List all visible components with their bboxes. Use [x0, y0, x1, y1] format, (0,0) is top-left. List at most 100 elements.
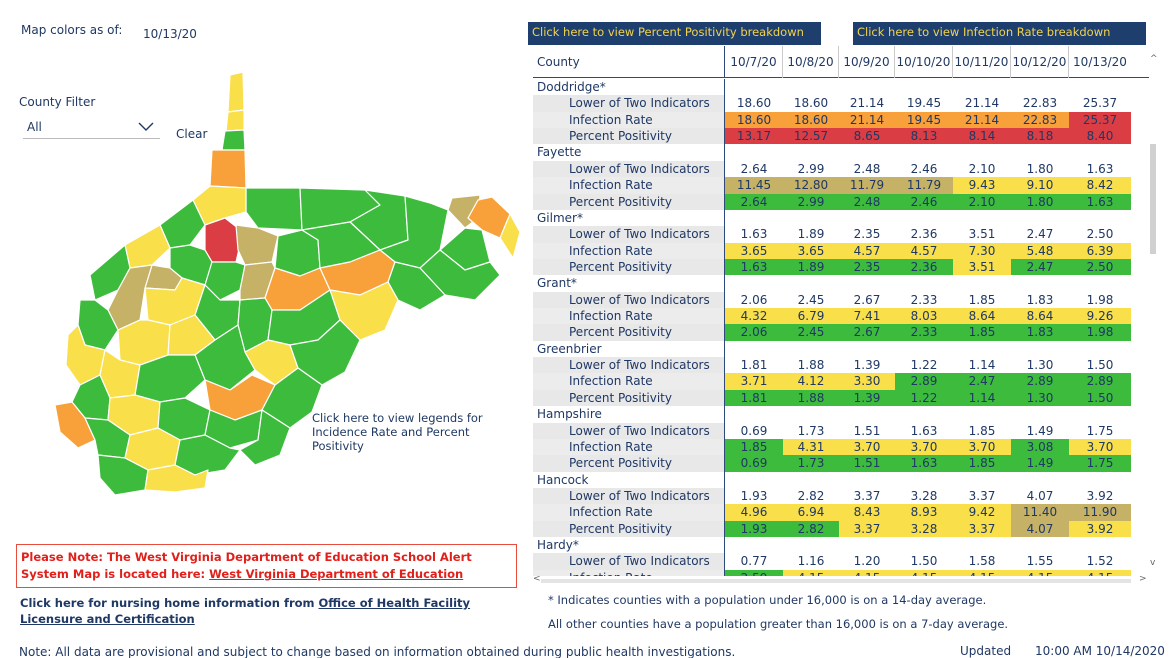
metric-label: Percent Positivity	[533, 389, 725, 407]
table-cell: 7.41	[839, 308, 895, 325]
table-cell: 2.50	[1069, 258, 1131, 276]
table-cell: 5.48	[1011, 242, 1069, 259]
table-cell: 18.60	[783, 111, 839, 129]
metric-label: Infection Rate	[533, 242, 725, 259]
west-virginia-county-map[interactable]	[0, 60, 530, 505]
scroll-right-icon[interactable]: >	[1139, 574, 1147, 584]
map-county[interactable]	[419, 249, 501, 301]
scroll-down-icon[interactable]: v	[1150, 558, 1156, 568]
footnote-large-counties: All other counties have a population gre…	[548, 617, 1009, 631]
map-county[interactable]	[144, 464, 209, 493]
table-row: Infection Rate 4.32 6.79 7.41 8.03 8.64 8.64 9.…	[533, 308, 1149, 325]
table-cell: 8.03	[895, 308, 953, 325]
table-cell: 1.85	[725, 438, 783, 456]
table-row-county[interactable]: Grant*	[533, 275, 1149, 292]
table-cell: 8.18	[1011, 128, 1069, 145]
table-cell: 2.89	[1069, 373, 1131, 390]
table-cell: 1.22	[895, 389, 953, 407]
table-cell: 3.28	[895, 520, 953, 538]
metric-label: Lower of Two Indicators	[533, 553, 725, 570]
county-name: Hampshire	[533, 406, 725, 423]
wv-education-link[interactable]: West Virginia Department of Education	[209, 567, 464, 581]
table-cell: 8.40	[1069, 128, 1131, 145]
column-header-date[interactable]: 10/10/20	[895, 46, 953, 78]
column-header-date[interactable]: 10/8/20	[783, 46, 839, 78]
table-row: Lower of Two Indicators 0.69 1.73 1.51 1.63 1…	[533, 422, 1149, 439]
column-header-date[interactable]: 10/13/20	[1073, 55, 1127, 69]
table-cell: 3.51	[953, 226, 1011, 243]
table-row-county[interactable]: Fayette	[533, 144, 1149, 161]
map-county[interactable]	[221, 129, 246, 151]
map-county[interactable]	[499, 213, 521, 259]
table-cell: 1.39	[839, 389, 895, 407]
metric-label: Percent Positivity	[533, 520, 725, 538]
table-row-county[interactable]: Greenbrier	[533, 340, 1149, 358]
metric-label: Lower of Two Indicators	[533, 95, 725, 112]
column-header-date[interactable]: 10/12/20	[1011, 46, 1069, 78]
clear-filter-button[interactable]: Clear	[176, 127, 208, 141]
table-cell: 3.37	[839, 520, 895, 538]
table-cell: 1.73	[783, 455, 839, 472]
map-county[interactable]	[227, 71, 245, 113]
metric-label: Infection Rate	[533, 569, 725, 576]
county-filter-dropdown[interactable]: All	[23, 115, 160, 139]
map-county[interactable]	[209, 149, 247, 189]
table-cell: 1.63	[895, 455, 953, 472]
county-name: Gilmer*	[533, 209, 725, 227]
table-cell: 4.12	[783, 373, 839, 390]
table-cell: 1.51	[839, 422, 895, 439]
horizontal-scrollbar[interactable]: < >	[533, 574, 1149, 585]
table-cell: 4.57	[895, 242, 953, 259]
table-row-county[interactable]: Gilmer*	[533, 209, 1149, 227]
table-cell: 8.64	[953, 308, 1011, 325]
scroll-up-icon[interactable]: ^	[1150, 54, 1158, 64]
table-cell: 2.36	[895, 258, 953, 276]
map-county[interactable]	[245, 187, 303, 231]
table-row: Percent Positivity 2.64 2.99 2.48 2.46 2.10 1.…	[533, 193, 1149, 210]
table-cell: 3.51	[953, 258, 1011, 276]
table-row-county[interactable]: Doddridge*	[533, 79, 1149, 96]
map-county[interactable]	[124, 224, 171, 269]
vertical-scroll-thumb[interactable]	[1150, 144, 1156, 254]
map-county[interactable]	[239, 409, 291, 466]
column-header-date[interactable]: 10/11/20	[953, 46, 1011, 78]
metric-label: Percent Positivity	[533, 258, 725, 276]
scroll-left-icon[interactable]: <	[533, 574, 541, 584]
column-header-date[interactable]: 10/9/20	[839, 46, 895, 78]
infection-rate-breakdown-button[interactable]: Click here to view Infection Rate breakd…	[853, 22, 1146, 45]
table-cell: 3.71	[725, 373, 783, 390]
table-cell: 1.85	[953, 291, 1011, 309]
horizontal-scroll-thumb[interactable]	[541, 579, 1131, 583]
table-cell: 3.65	[783, 242, 839, 259]
legend-link[interactable]: Click here to view legends for Incidence…	[312, 411, 483, 453]
table-row-county[interactable]: Hancock	[533, 471, 1149, 488]
table-cell: 8.42	[1069, 177, 1131, 194]
table-cell: 1.63	[895, 422, 953, 439]
metric-label: Lower of Two Indicators	[533, 226, 725, 243]
table-cell: 2.10	[953, 160, 1011, 178]
column-header-county[interactable]: County	[533, 46, 725, 78]
table-cell: 19.45	[895, 111, 953, 129]
column-header-date[interactable]: 10/7/20	[725, 46, 783, 78]
table-cell: 0.69	[725, 422, 783, 439]
health-facility-licensure-link[interactable]: Office of Health Facility Licensure and …	[20, 596, 471, 626]
table-cell: 2.99	[783, 193, 839, 210]
table-cell: 3.28	[895, 487, 953, 505]
map-county[interactable]	[225, 109, 245, 132]
table-cell: 7.30	[953, 242, 1011, 259]
table-row-county[interactable]: Hampshire	[533, 406, 1149, 423]
vertical-scrollbar[interactable]: ^ v	[1149, 46, 1158, 576]
provisional-data-note: Note: All data are provisional and subje…	[19, 645, 736, 658]
table-row: Infection Rate 4.96 6.94 8.43 8.93 9.42 11.40 1…	[533, 504, 1149, 521]
metric-label: Lower of Two Indicators	[533, 422, 725, 439]
updated-timestamp: 10:00 AM 10/14/2020	[1035, 644, 1165, 658]
table-row: Lower of Two Indicators 1.63 1.89 2.35 2.36 3…	[533, 226, 1149, 243]
table-cell: 1.93	[725, 487, 783, 505]
metric-label: Percent Positivity	[533, 193, 725, 210]
map-county[interactable]	[235, 224, 279, 266]
county-filter-label: County Filter	[19, 95, 96, 109]
table-cell: 6.39	[1069, 242, 1131, 259]
table-cell: 4.15	[895, 569, 953, 576]
percent-positivity-breakdown-button[interactable]: Click here to view Percent Positivity br…	[528, 22, 821, 45]
table-row-county[interactable]: Hardy*	[533, 537, 1149, 554]
